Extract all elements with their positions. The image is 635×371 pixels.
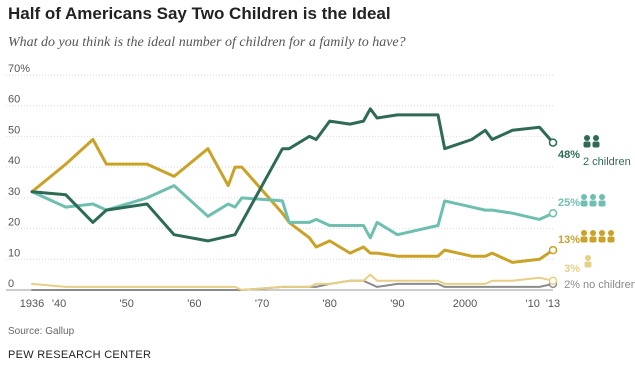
x-tick-label: '80 [323, 298, 337, 310]
series-line-one [31, 273, 554, 291]
series-line-four [30, 138, 555, 264]
y-tick-label: 10 [8, 247, 20, 259]
org-name: PEW RESEARCH CENTER [8, 349, 152, 361]
series-line-none [31, 279, 554, 291]
series-lines [30, 107, 558, 291]
end-labels: 48%2 children 25% 13% 3% 2% no children [558, 149, 635, 291]
y-tick-label: 0 [8, 278, 14, 290]
y-tick-label: 70% [8, 63, 30, 75]
axis-labels: 0 10 20 30 40 50 60 70% 1936 '40 '50 '60 '70 '80 '90 20… [8, 63, 560, 310]
chart-subtitle: What do you think is the ideal number of… [8, 35, 406, 50]
x-tick-label: '70 [255, 298, 269, 310]
line-chart: 0 10 20 30 40 50 60 70% 1936 '40 '50 '60 '70 '80 '90 20… [6, 63, 635, 310]
y-tick-label: 40 [8, 155, 20, 167]
x-tick-label: 2000 [453, 298, 477, 310]
x-tick-label: '40 [52, 298, 66, 310]
series-name-none: no children [583, 279, 635, 291]
series-line-two [30, 107, 555, 243]
end-label-four: 13% [558, 234, 580, 246]
four-plus-children-icon [580, 230, 615, 243]
x-tick-label: '13 [546, 298, 560, 310]
one-child-icon [584, 255, 592, 268]
source-note: Source: Gallup [8, 326, 75, 337]
x-tick-label: '50 [120, 298, 134, 310]
x-tick-label: '10 [526, 298, 540, 310]
chart-title: Half of Americans Say Two Children is th… [8, 4, 391, 23]
end-point-three [548, 208, 558, 218]
x-tick-label: '90 [390, 298, 404, 310]
end-label-three: 25% [558, 197, 580, 209]
end-label-one: 3% [564, 263, 580, 275]
gridlines [6, 74, 553, 291]
x-tick-label: '60 [187, 298, 201, 310]
end-label-two: 48% [558, 149, 580, 161]
end-label-none: 2% [564, 279, 580, 291]
y-tick-label: 60 [8, 94, 20, 106]
y-tick-label: 20 [8, 217, 20, 229]
end-point-two [548, 138, 558, 147]
end-point-one [548, 276, 558, 286]
y-tick-label: 30 [8, 186, 20, 198]
three-children-icon [580, 194, 606, 207]
legend-icons [580, 135, 615, 268]
x-tick-label: 1936 [20, 298, 44, 310]
two-children-icon [583, 135, 600, 148]
y-tick-label: 50 [8, 124, 20, 136]
series-name-two: 2 children [583, 156, 631, 168]
end-point-four [548, 245, 558, 255]
series-line-three [30, 184, 555, 240]
